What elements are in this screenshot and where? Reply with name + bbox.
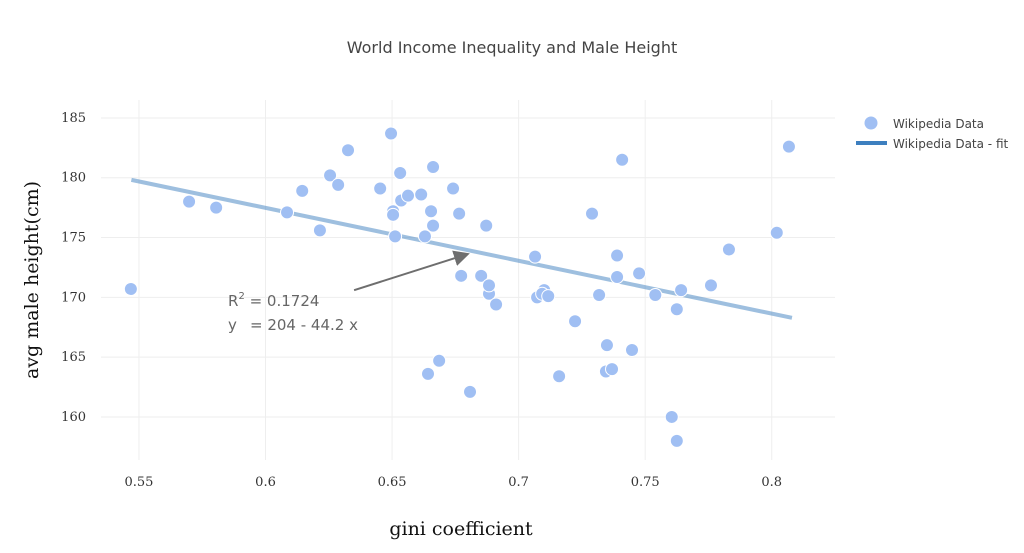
data-point[interactable] (599, 338, 614, 353)
data-point[interactable] (541, 289, 556, 304)
data-point[interactable] (489, 297, 504, 312)
legend-label-fit[interactable]: Wikipedia Data - fit (893, 137, 1009, 151)
data-point[interactable] (769, 225, 784, 240)
data-point[interactable] (605, 362, 620, 377)
x-tick-label: 0.55 (124, 475, 153, 490)
x-tick-label: 0.7 (508, 475, 529, 490)
x-axis-label: gini coefficient (389, 518, 533, 540)
data-point[interactable] (585, 206, 600, 221)
x-tick-label: 0.65 (378, 475, 407, 490)
data-point[interactable] (331, 177, 346, 192)
legend[interactable]: Wikipedia Data Wikipedia Data - fit (856, 116, 1009, 152)
y-axis-label: avg male height(cm) (21, 181, 43, 379)
data-point[interactable] (568, 314, 583, 329)
data-point[interactable] (610, 248, 625, 263)
data-point[interactable] (648, 287, 663, 302)
data-point[interactable] (312, 223, 327, 238)
data-point[interactable] (452, 206, 467, 221)
equation-y: y (228, 316, 237, 334)
x-tick-label: 0.6 (255, 475, 276, 490)
data-point[interactable] (669, 302, 684, 317)
data-point[interactable] (664, 409, 679, 424)
data-point[interactable] (721, 242, 736, 257)
y-tick-label: 165 (61, 350, 86, 365)
data-point[interactable] (552, 369, 567, 384)
data-point[interactable] (401, 188, 416, 203)
y-tick-labels: 160 165 170 175 180 185 (61, 111, 86, 425)
data-point[interactable] (123, 281, 138, 296)
data-point[interactable] (280, 205, 295, 220)
data-point[interactable] (393, 165, 408, 180)
data-point[interactable] (414, 187, 429, 202)
data-point[interactable] (479, 218, 494, 233)
data-point[interactable] (463, 384, 478, 399)
data-point[interactable] (323, 168, 338, 183)
x-tick-label: 0.75 (631, 475, 660, 490)
data-point[interactable] (703, 278, 718, 293)
data-point[interactable] (625, 342, 640, 357)
data-point[interactable] (474, 268, 489, 283)
data-point[interactable] (421, 366, 436, 381)
data-point[interactable] (528, 249, 543, 264)
data-point[interactable] (482, 278, 497, 293)
data-point[interactable] (592, 287, 607, 302)
data-point[interactable] (209, 200, 224, 215)
data-point[interactable] (426, 218, 441, 233)
data-point[interactable] (295, 183, 310, 198)
r-squared-text: R2 = 0.1724 (228, 291, 319, 310)
data-point[interactable] (426, 159, 441, 174)
x-tick-labels: 0.55 0.6 0.65 0.7 0.75 0.8 (124, 475, 782, 490)
legend-marker-scatter (864, 116, 878, 130)
data-point[interactable] (446, 181, 461, 196)
data-point[interactable] (386, 207, 401, 222)
y-tick-label: 180 (61, 171, 86, 186)
data-point[interactable] (674, 283, 689, 298)
data-point[interactable] (669, 433, 684, 448)
data-point[interactable] (610, 270, 625, 285)
y-tick-label: 170 (61, 290, 86, 305)
x-tick-label: 0.8 (761, 475, 782, 490)
gridlines (101, 100, 835, 460)
annotation-arrow (353, 250, 470, 292)
data-point[interactable] (615, 152, 630, 167)
data-point[interactable] (454, 268, 469, 283)
data-point[interactable] (424, 204, 439, 219)
data-point[interactable] (388, 229, 403, 244)
data-points (123, 126, 796, 448)
data-point[interactable] (432, 353, 447, 368)
data-point[interactable] (417, 229, 432, 244)
y-tick-label: 175 (61, 231, 86, 246)
data-point[interactable] (341, 143, 356, 158)
y-tick-label: 160 (61, 410, 86, 425)
data-point[interactable] (373, 181, 388, 196)
annotation: R2 = 0.1724 y = 204 - 44.2 x (228, 250, 470, 334)
chart-title: World Income Inequality and Male Height (347, 38, 677, 57)
data-point[interactable] (781, 139, 796, 154)
data-point[interactable] (384, 126, 399, 141)
data-point[interactable] (632, 266, 647, 281)
legend-label-data[interactable]: Wikipedia Data (893, 117, 984, 131)
data-point[interactable] (182, 194, 197, 209)
y-tick-label: 185 (61, 111, 86, 126)
equation-text: = 204 - 44.2 x (250, 316, 358, 334)
